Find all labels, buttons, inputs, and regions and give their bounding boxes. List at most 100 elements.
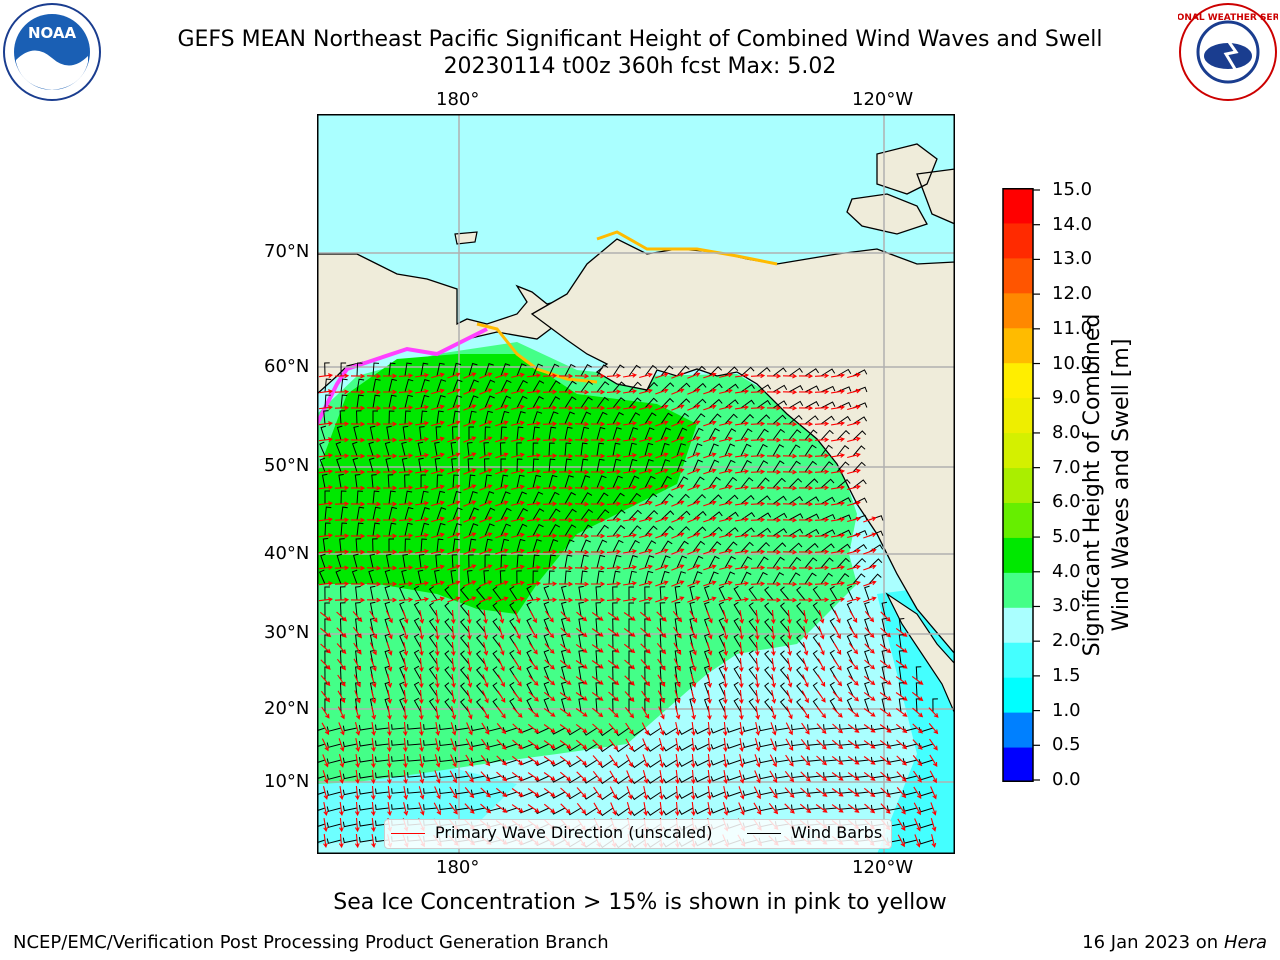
wind-barb bbox=[595, 698, 602, 713]
colorbar-segment bbox=[1003, 607, 1033, 643]
wave-direction-arrow bbox=[656, 627, 667, 639]
wind-barb bbox=[407, 788, 422, 794]
wind-barb bbox=[742, 790, 758, 797]
wind-barb bbox=[317, 807, 326, 812]
wave-direction-arrow bbox=[879, 724, 892, 733]
wind-barb bbox=[500, 507, 512, 521]
wave-direction-arrow bbox=[766, 437, 782, 443]
wave-direction-arrow bbox=[511, 788, 524, 797]
wind-barb bbox=[560, 649, 567, 665]
wind-barb bbox=[788, 429, 802, 441]
wave-direction-arrow bbox=[339, 817, 344, 833]
wave-direction-arrow bbox=[398, 485, 414, 491]
wave-direction-arrow bbox=[511, 388, 525, 394]
wind-barb bbox=[774, 741, 790, 747]
wave-direction-arrow bbox=[848, 642, 859, 655]
wave-direction-arrow bbox=[337, 674, 346, 687]
wind-barb bbox=[550, 743, 566, 751]
wave-direction-arrow bbox=[849, 626, 858, 639]
wave-direction-arrow bbox=[383, 597, 398, 603]
wave-direction-arrow bbox=[499, 610, 505, 624]
wave-direction-arrow bbox=[735, 437, 750, 442]
wave-direction-arrow bbox=[703, 388, 717, 395]
wave-direction-arrow bbox=[800, 738, 811, 751]
wind-barb bbox=[788, 528, 804, 537]
wind-barb bbox=[740, 366, 755, 377]
colorbar-frame bbox=[1002, 188, 1034, 782]
wave-direction-arrow bbox=[560, 643, 572, 654]
wind-barb bbox=[532, 395, 544, 409]
wave-direction-arrow bbox=[782, 469, 798, 475]
wave-direction-arrow bbox=[398, 421, 414, 427]
wave-direction-arrow bbox=[495, 564, 509, 571]
wave-direction-arrow bbox=[560, 787, 572, 798]
wave-direction-arrow bbox=[558, 389, 574, 395]
wind-barb bbox=[823, 804, 838, 810]
wave-direction-arrow bbox=[415, 500, 430, 506]
wave-direction-arrow bbox=[814, 405, 830, 411]
wave-direction-arrow bbox=[847, 404, 861, 411]
wave-direction-arrow bbox=[479, 436, 493, 443]
wind-barb bbox=[532, 380, 545, 393]
wave-direction-arrow bbox=[559, 771, 572, 782]
wave-direction-arrow bbox=[847, 772, 860, 781]
wind-barb bbox=[898, 650, 905, 665]
wave-direction-arrow bbox=[495, 484, 509, 491]
wind-barb bbox=[324, 506, 332, 521]
wave-direction-arrow bbox=[350, 485, 366, 491]
colorbar-tick-label: 11.0 bbox=[1052, 317, 1093, 339]
wave-direction-arrow bbox=[559, 659, 572, 670]
wave-direction-arrow bbox=[369, 610, 378, 623]
wave-direction-arrow bbox=[895, 723, 908, 734]
wave-direction-arrow bbox=[771, 674, 777, 689]
wind-barb bbox=[436, 379, 447, 393]
wave-direction-arrow bbox=[691, 722, 696, 737]
wind-barb bbox=[320, 553, 326, 569]
wave-direction-arrow bbox=[496, 771, 508, 782]
wave-direction-arrow bbox=[447, 500, 461, 507]
wind-barb bbox=[836, 429, 850, 441]
wave-direction-arrow bbox=[689, 610, 698, 623]
nws-logo-text: NATIONAL WEATHER SERVICE bbox=[1178, 13, 1278, 23]
wave-direction-arrow bbox=[608, 738, 619, 751]
wind-barb bbox=[823, 756, 838, 762]
wind-barb bbox=[772, 460, 785, 473]
wave-direction-arrow bbox=[574, 485, 590, 491]
wave-direction-arrow bbox=[750, 501, 766, 507]
wave-direction-arrow bbox=[706, 642, 713, 656]
wave-direction-arrow bbox=[643, 785, 649, 800]
wind-barb bbox=[413, 681, 422, 697]
wave-direction-arrow bbox=[880, 611, 891, 622]
wave-direction-arrow bbox=[624, 675, 635, 686]
wind-barb bbox=[580, 475, 591, 489]
wind-barb bbox=[369, 633, 376, 649]
wave-direction-arrow bbox=[419, 657, 424, 673]
wave-direction-arrow bbox=[897, 818, 906, 831]
wave-direction-arrow bbox=[703, 532, 717, 539]
wave-direction-arrow bbox=[639, 548, 653, 555]
wave-direction-arrow bbox=[863, 596, 877, 603]
wave-direction-arrow bbox=[574, 421, 590, 427]
wave-direction-arrow bbox=[479, 404, 493, 411]
wave-direction-arrow bbox=[435, 721, 441, 737]
wind-barb bbox=[758, 757, 774, 764]
wave-direction-arrow bbox=[542, 533, 558, 539]
wave-direction-arrow bbox=[897, 802, 906, 815]
wave-direction-arrow bbox=[864, 610, 875, 623]
wind-barb bbox=[355, 682, 361, 697]
wave-direction-arrow bbox=[755, 706, 761, 721]
wind-barb bbox=[484, 491, 495, 505]
wave-direction-arrow bbox=[466, 722, 473, 736]
wave-direction-arrow bbox=[719, 388, 733, 394]
wave-direction-arrow bbox=[496, 723, 507, 735]
wave-direction-arrow bbox=[447, 532, 461, 539]
wave-direction-arrow bbox=[738, 673, 744, 689]
wave-direction-arrow bbox=[800, 787, 812, 798]
wave-direction-arrow bbox=[415, 452, 430, 458]
wind-barb bbox=[459, 586, 470, 601]
wind-barb bbox=[560, 697, 567, 713]
wind-barb bbox=[756, 571, 768, 585]
wave-direction-arrow bbox=[787, 657, 793, 672]
wind-barb bbox=[596, 509, 610, 521]
wind-barb bbox=[532, 426, 540, 441]
